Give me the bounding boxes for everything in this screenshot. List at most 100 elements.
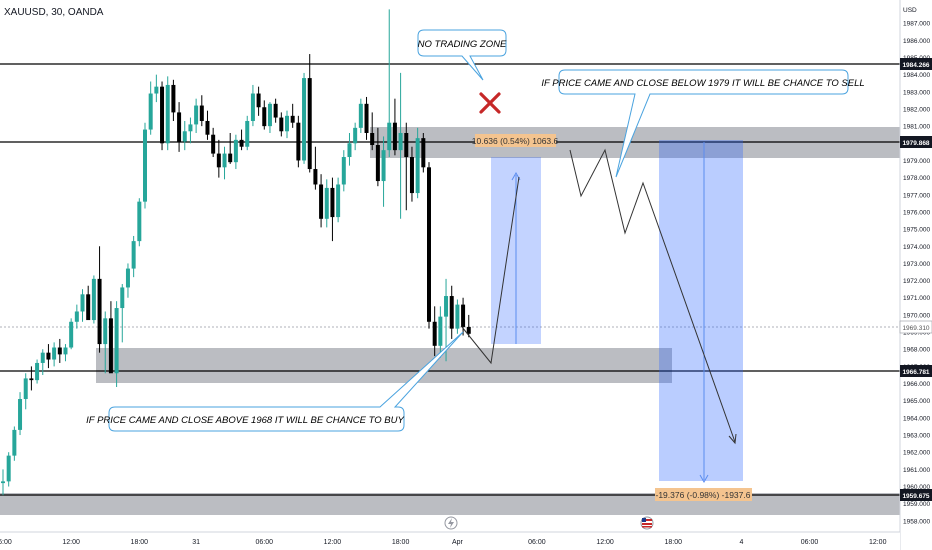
price-tick-label: 1966.000 [903,381,930,388]
time-tick-label: 31 [192,539,200,546]
candle [131,235,136,278]
candle [194,98,199,133]
price-axis[interactable] [900,0,932,550]
time-tick-label: 18:00 [664,539,682,546]
candle [74,304,79,329]
time-tick-label: 18:00 [392,539,410,546]
candle-body [296,122,301,161]
candle-body [347,143,352,158]
candle [1,469,5,496]
short-position-label-bg [655,488,752,501]
candle-body [86,294,91,321]
candle [222,146,227,180]
candle [18,392,23,436]
candle [438,306,443,358]
candle [324,179,329,228]
candle-body [461,304,466,327]
candle-body [103,318,108,345]
short-position-arrowhead [699,474,709,484]
time-tick-labels: 06:00 12:00 18:00 31 06:00 12:00 18:00 Apr 06:00… [0,539,887,546]
support-zone[interactable] [0,493,902,515]
candle [35,359,40,384]
price-tick-label: 1963.000 [903,433,930,440]
short-position-label: -19.376 (-0.98%) -1937.6 [656,490,751,500]
candle [86,285,91,321]
us-flag-event-icon[interactable] [640,516,654,530]
candle-body [427,167,431,322]
sell-projection-path[interactable] [569,148,736,443]
candle [63,344,68,362]
sell-note-callout[interactable]: IF PRICE CAME AND CLOSE BELOW 1979 IT WI… [541,69,865,178]
candle [381,136,386,207]
candle [375,127,380,187]
candle-body [330,187,335,218]
candle [205,110,210,140]
candle [273,98,278,123]
candle-body [63,347,68,355]
candle-body [160,86,165,144]
price-tick-label: 1984.000 [903,72,930,79]
candle [199,95,204,127]
candle-body [1,481,5,484]
candle-body [23,378,28,400]
time-tick-label: 18:00 [131,539,149,546]
time-tick-label: 06:00 [256,539,274,546]
lightning-event-icon[interactable] [444,516,458,530]
candle-body [415,138,420,194]
candle [330,177,335,242]
candle-body [199,105,204,121]
candle [143,122,147,209]
candle [154,74,159,103]
candle-body [256,93,261,108]
candle [455,299,460,334]
candle-body [444,296,449,317]
buy-note-callout[interactable]: IF PRICE CAME AND CLOSE ABOVE 1968 IT WI… [86,331,464,432]
time-axis[interactable] [0,532,900,550]
candle [250,84,255,127]
price-tick-label: 1977.000 [903,192,930,199]
candle [211,127,216,158]
candle [12,426,17,461]
candle-body [455,304,460,329]
candle-body [40,352,45,363]
candle-body [313,169,318,185]
price-tick-label: 1978.000 [903,175,930,182]
candle-body [57,347,62,355]
candle-body [114,308,119,374]
candle [171,79,176,121]
no-trading-callout[interactable]: NO TRADING ZONE [417,29,507,81]
candle [103,311,108,374]
long-position-label: 10.636 (0.54%) 1063.6 [472,136,559,146]
buy-projection-path[interactable] [461,176,520,365]
candle [466,314,471,338]
candlestick-series [1,9,471,496]
no-trading-text: NO TRADING ZONE [418,39,507,50]
candle [114,301,119,387]
candle [177,102,182,152]
candle [415,127,420,199]
candle [148,81,153,135]
sell-note-text: IF PRICE CAME AND CLOSE BELOW 1979 IT WI… [541,78,864,89]
candle-body [307,78,312,170]
price-tick-label: 1987.000 [903,21,930,28]
candle-body [91,278,96,321]
candle-body [302,78,307,161]
time-tick-label: 12:00 [596,539,614,546]
candle [233,134,238,170]
candle-body [6,455,11,482]
buy-zone[interactable] [96,348,672,383]
candle [398,72,403,219]
cross-icon [479,92,501,114]
candle-body [273,103,278,118]
candle [262,100,267,130]
candle [216,139,221,178]
candle-body [131,241,136,269]
price-tick-label: 1976.000 [903,209,930,216]
candle-body [466,326,471,334]
candle-body [35,362,40,381]
candle-body [245,120,250,147]
long-position-label-bg [475,134,556,147]
candle [267,102,272,133]
candle [160,81,165,151]
